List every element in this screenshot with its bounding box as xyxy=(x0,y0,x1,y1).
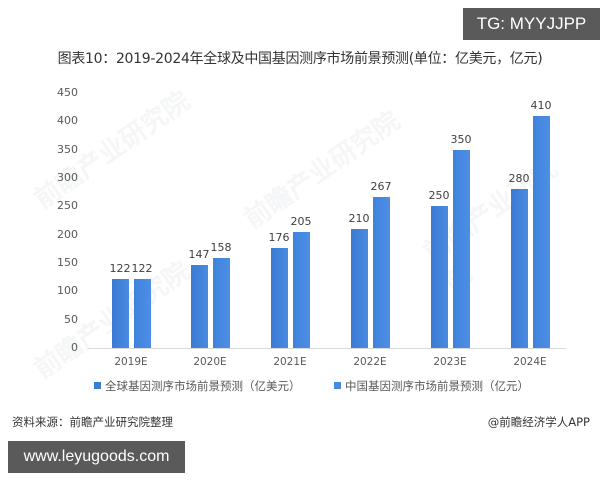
bar-global xyxy=(190,264,208,348)
x-axis-line xyxy=(88,348,566,349)
telegram-watermark-badge: TG: MYYJJPP xyxy=(463,8,600,40)
bar-global xyxy=(510,189,528,348)
source-note: 资料来源：前瞻产业研究院整理 xyxy=(12,415,173,429)
legend-item-global: 全球基因测序市场前景预测（亿美元） xyxy=(94,378,301,394)
y-tick-label: 350 xyxy=(57,142,78,156)
y-tick-label: 450 xyxy=(57,86,78,99)
bar-global xyxy=(111,278,129,348)
bar-value-label: 158 xyxy=(210,241,232,255)
bar-value-label: 176 xyxy=(268,231,290,245)
x-tick-label: 2020E xyxy=(193,356,227,368)
legend-swatch-icon xyxy=(334,382,341,389)
bar-value-label: 122 xyxy=(109,261,131,275)
bar-value-label: 350 xyxy=(450,132,472,146)
x-tick-label: 2021E xyxy=(273,356,307,368)
y-tick-label: 250 xyxy=(57,199,78,213)
bar-global xyxy=(270,248,288,348)
attribution: @前瞻经济学人APP xyxy=(487,415,590,429)
website-watermark-badge: www.leyugoods.com xyxy=(8,441,185,473)
y-tick-label: 200 xyxy=(57,227,78,241)
x-tick-label: 2019E xyxy=(114,356,148,368)
bar-global xyxy=(350,229,368,348)
bar-value-label: 205 xyxy=(290,214,312,228)
bar-value-label: 410 xyxy=(530,98,552,112)
bar-china xyxy=(133,278,151,348)
bar-value-label: 147 xyxy=(188,247,210,261)
chart-title: 图表10：2019-2024年全球及中国基因测序市场前景预测(单位：亿美元，亿元… xyxy=(57,51,543,67)
bar-value-label: 267 xyxy=(370,179,392,193)
bar-value-label: 210 xyxy=(348,212,370,225)
y-tick-label: 150 xyxy=(57,256,78,269)
legend-label: 中国基因测序市场前景预测（亿元） xyxy=(345,379,529,393)
legend-label: 全球基因测序市场前景预测（亿美元） xyxy=(105,379,301,393)
bar-china xyxy=(292,231,310,348)
x-tick-label: 2022E xyxy=(353,356,387,368)
bar-china xyxy=(212,258,230,348)
bar-china xyxy=(532,115,550,348)
x-tick-label: 2024E xyxy=(513,356,547,368)
legend-item-china: 中国基因测序市场前景预测（亿元） xyxy=(334,378,529,394)
y-tick-label: 0 xyxy=(71,341,78,354)
x-tick-label: 2023E xyxy=(433,356,467,368)
bar-global xyxy=(430,206,448,348)
bar-china xyxy=(452,149,470,348)
bar-value-label: 122 xyxy=(131,261,153,275)
bar-china xyxy=(372,196,390,348)
y-tick-label: 300 xyxy=(57,171,78,184)
y-tick-label: 50 xyxy=(64,312,78,326)
bar-value-label: 250 xyxy=(428,189,450,203)
legend-swatch-icon xyxy=(94,382,101,389)
y-tick-label: 100 xyxy=(57,284,78,298)
bar-value-label: 280 xyxy=(508,172,530,186)
y-tick-label: 400 xyxy=(57,114,78,128)
